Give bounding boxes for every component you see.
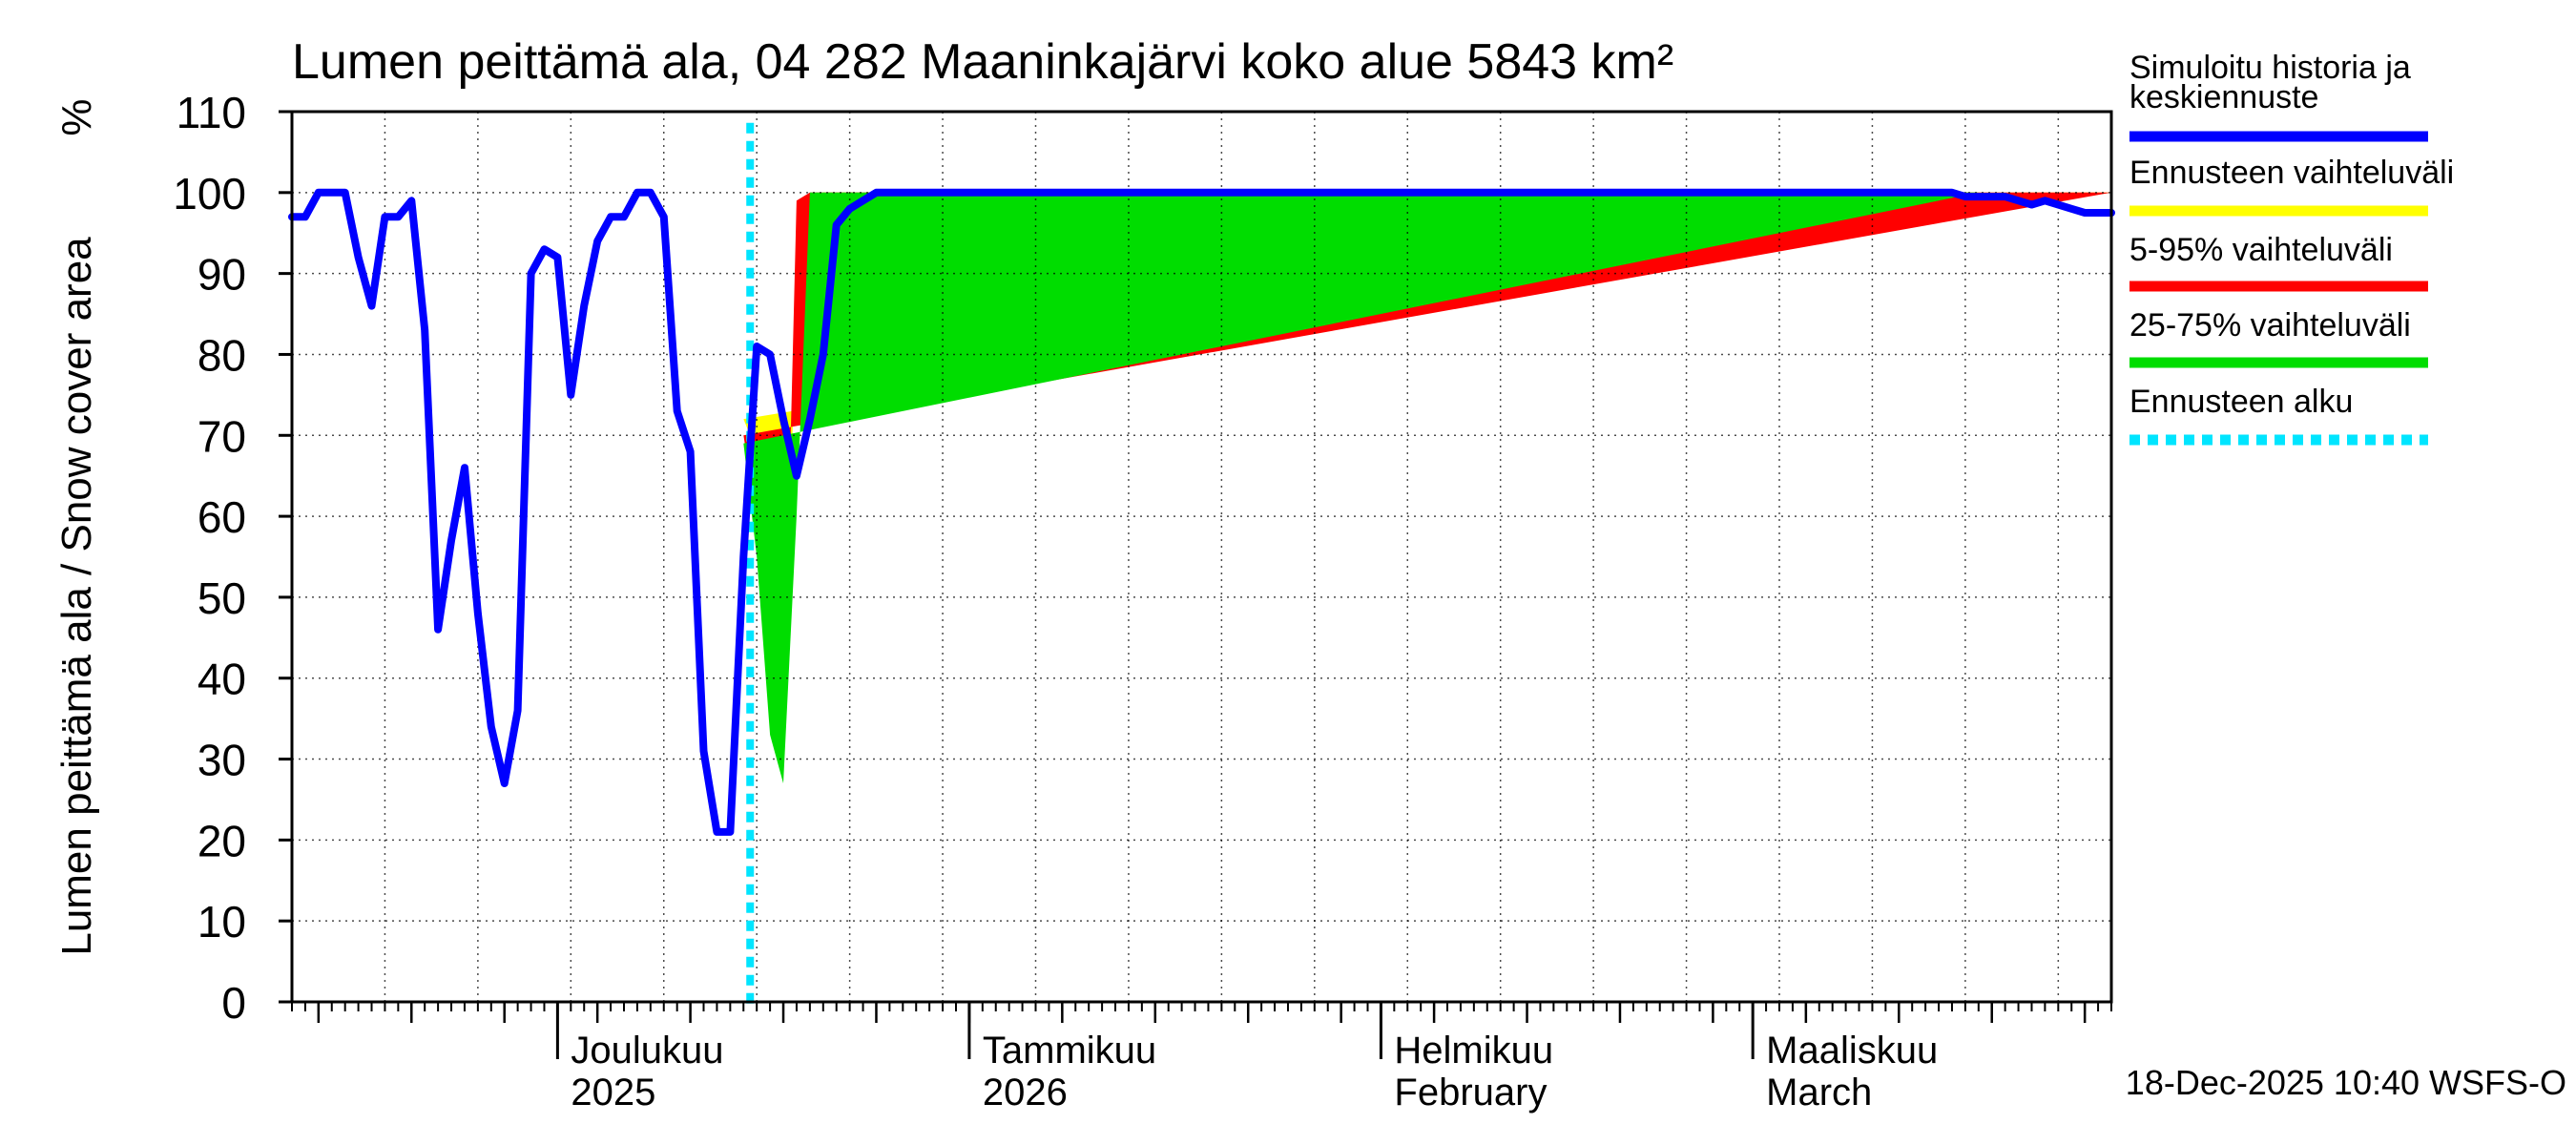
title-text: Lumen peittämä ala, 04 282 Maaninkajärvi… <box>292 34 1673 90</box>
plot-area <box>743 192 2111 784</box>
series-lines <box>288 122 2115 1004</box>
x-year-label: 2026 <box>983 1072 1068 1114</box>
y-tick-label: 20 <box>197 816 246 865</box>
legend-label: Ennusteen vaihteluväli <box>2129 155 2454 191</box>
plot-frame <box>290 110 2113 1004</box>
legend-label: 25-75% vaihteluväli <box>2129 307 2411 344</box>
x-year-label: 2025 <box>571 1072 655 1114</box>
y-tick-label: 110 <box>177 88 246 137</box>
y-tick-label: 50 <box>197 573 246 623</box>
legend-label: Simuloitu historia ja <box>2129 50 2411 86</box>
y-tick-label: 70 <box>197 411 246 461</box>
series-line-mean <box>288 188 2115 836</box>
y-tick-label: 60 <box>197 492 246 542</box>
band-25-75-vaihteluv-li <box>743 192 1979 784</box>
x-month-label: Tammikuu <box>983 1030 1156 1072</box>
x-month-label: Helmikuu <box>1394 1030 1553 1072</box>
y-tick-label: 100 <box>173 169 246 219</box>
legend-label: Ennusteen alku <box>2129 384 2353 420</box>
x-year-label: March <box>1766 1072 1872 1114</box>
x-month-label: Maaliskuu <box>1766 1030 1938 1072</box>
y-tick-label: 30 <box>197 736 246 785</box>
x-year-label: February <box>1394 1072 1547 1114</box>
y-tick-label: 80 <box>197 330 246 380</box>
chart-title: Lumen peittämä ala, 04 282 Maaninkajärvi… <box>292 34 1673 90</box>
y-axis-label: Lumen peittämä ala / Snow cover area <box>53 237 100 956</box>
legend-label: 5-95% vaihteluväli <box>2129 232 2393 268</box>
x-month-label: Joulukuu <box>571 1030 723 1072</box>
y-tick-label: 90 <box>197 250 246 300</box>
y-tick-label: 0 <box>221 978 246 1028</box>
y-axis-unit: % <box>53 98 100 135</box>
y-tick-label: 10 <box>197 897 246 947</box>
y-tick-label: 40 <box>197 655 246 704</box>
legend-label: keskiennuste <box>2129 79 2318 115</box>
footer-timestamp: 18-Dec-2025 10:40 WSFS-O <box>2126 1063 2566 1102</box>
